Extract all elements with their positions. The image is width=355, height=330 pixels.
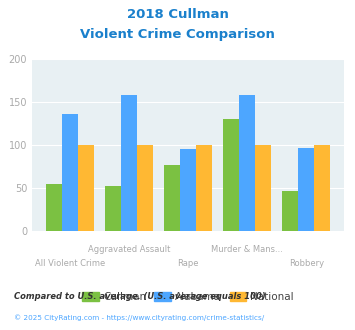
Bar [239,95,255,231]
Legend: Cullman, Alabama, National: Cullman, Alabama, National [78,288,298,306]
Bar [78,145,94,231]
Bar [255,145,271,231]
Bar [180,148,196,231]
Text: Compared to U.S. average. (U.S. average equals 100): Compared to U.S. average. (U.S. average … [14,292,266,301]
Bar [164,165,180,231]
Bar [314,145,330,231]
Text: 2018 Cullman: 2018 Cullman [127,8,228,21]
Text: © 2025 CityRating.com - https://www.cityrating.com/crime-statistics/: © 2025 CityRating.com - https://www.city… [14,314,264,321]
Text: Robbery: Robbery [289,259,324,268]
Bar [121,95,137,231]
Bar [62,114,78,231]
Bar [282,191,298,231]
Text: Violent Crime Comparison: Violent Crime Comparison [80,28,275,41]
Text: Murder & Mans...: Murder & Mans... [211,245,283,254]
Bar [105,185,121,231]
Bar [223,119,239,231]
Bar [196,145,212,231]
Text: All Violent Crime: All Violent Crime [35,259,105,268]
Text: Aggravated Assault: Aggravated Assault [88,245,170,254]
Bar [137,145,153,231]
Text: Rape: Rape [178,259,199,268]
Bar [298,148,314,231]
Bar [46,184,62,231]
